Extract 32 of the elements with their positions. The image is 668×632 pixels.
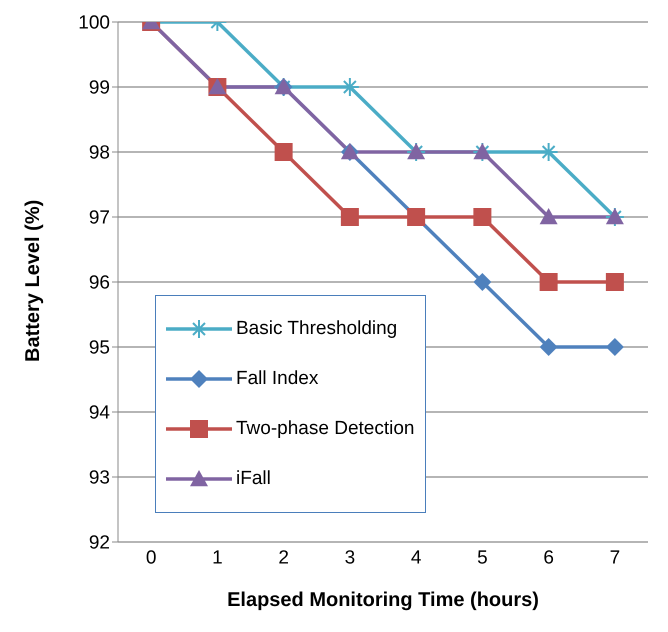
x-tick-label: 0	[146, 547, 156, 568]
y-tick-label: 94	[88, 402, 110, 424]
y-tick-label: 93	[88, 468, 110, 489]
y-tick-label: 98	[88, 142, 110, 164]
x-tick-label: 3	[344, 547, 356, 568]
y-tick-label: 97	[88, 208, 110, 229]
point	[340, 208, 359, 226]
y-tick-label: 95	[88, 338, 110, 359]
y-tick-label: 92	[88, 532, 110, 554]
x-tick-label: 5	[477, 547, 488, 568]
x-axis-title: Elapsed Monitoring Time (hours)	[227, 589, 539, 611]
point	[540, 273, 558, 291]
x-tick-label: 1	[212, 547, 223, 568]
legend-label: iFall	[236, 468, 271, 490]
point	[274, 143, 293, 161]
point	[473, 208, 492, 226]
x-tick-label: 2	[278, 547, 289, 568]
legend-label: Basic Thresholding	[236, 318, 398, 340]
y-axis-title: Battery Level (%)	[22, 200, 44, 362]
point	[540, 208, 558, 224]
point	[606, 338, 624, 356]
y-tick-label: 99	[88, 78, 110, 99]
y-tick-label: 96	[88, 272, 110, 294]
legend-label: Fall Index	[236, 368, 318, 390]
point	[606, 273, 624, 291]
legend-label: Two-phase Detection	[236, 418, 414, 440]
y-tick-label: 100	[78, 12, 110, 34]
x-tick-label: 4	[410, 547, 422, 568]
point	[540, 338, 558, 356]
point	[473, 273, 492, 291]
x-tick-label: 6	[543, 547, 554, 568]
x-tick-label: 7	[610, 547, 620, 568]
